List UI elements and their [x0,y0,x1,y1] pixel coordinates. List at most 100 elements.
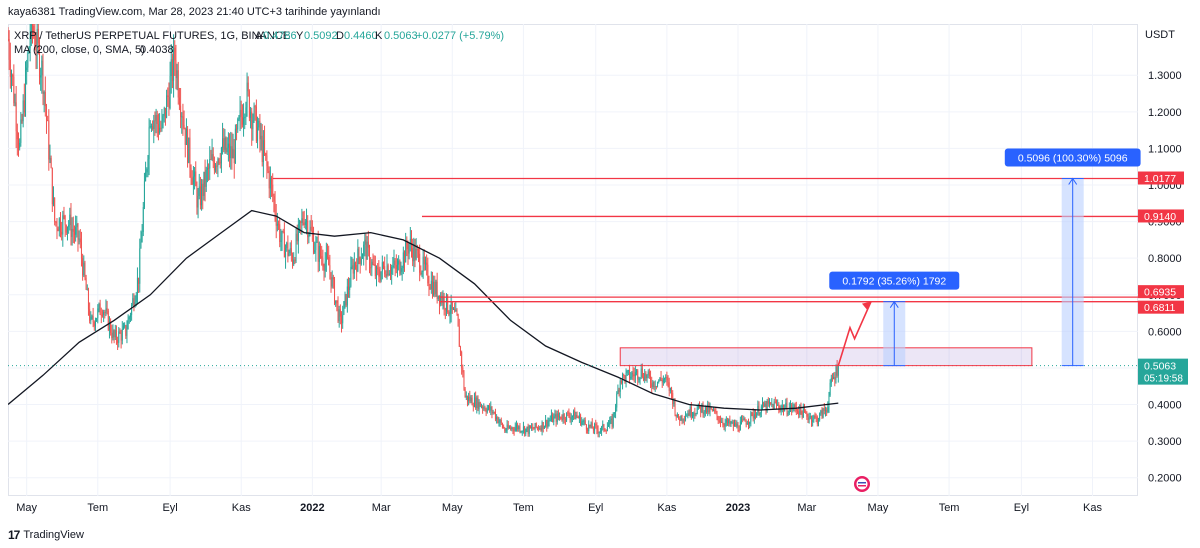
candle-body [535,423,537,428]
candle-body [315,241,317,251]
candle-body [774,401,776,403]
candle-body [135,295,137,302]
candle-body [212,154,214,163]
candle-body [327,252,329,257]
candle-body [791,404,793,411]
candle-body [363,244,365,256]
candle-body [578,415,580,419]
candle-body [706,405,708,413]
candle-body [345,294,347,306]
candle-body [271,177,273,185]
candle-body [101,314,103,316]
candle-body [770,402,772,405]
candle-body [452,308,454,310]
candle-body [513,429,515,431]
candle-body [64,215,66,226]
x-tick-label: Mar [797,502,816,514]
candle-body [157,123,159,133]
candle-body [331,277,333,287]
candle-body [708,404,710,413]
candle-body [398,260,400,265]
candle-body [180,105,182,117]
candle-body [285,247,287,258]
candle-body [154,120,156,122]
candle-body [643,376,645,381]
price-axis[interactable]: 1.30001.20001.10001.00000.90000.80000.70… [1148,70,1182,484]
candle-body [426,262,428,265]
candle-body [448,311,450,315]
candle-body [76,223,78,228]
candle-body [813,415,815,420]
candle-body [459,346,461,353]
grid [8,24,1138,496]
candle-body [795,407,797,411]
candle-body [65,225,67,233]
open-label: A [255,30,263,42]
price-tag [1138,300,1184,314]
candle-body [826,409,828,412]
candle-body [265,153,267,156]
candle-body [264,140,266,154]
candle-body [615,407,617,413]
candle-body [503,427,505,429]
time-axis[interactable]: May Tem Eyl Kas 2022 Mar May Tem Eyl Kas 2023 Mar Ma… [16,502,1102,514]
candle-body [222,138,224,149]
candle-body [595,424,597,426]
candle-body [255,106,257,142]
candle-body [553,416,555,423]
candle-body [139,248,141,284]
candle-body [802,408,804,418]
candle-body [258,120,260,128]
candle-body [337,302,339,321]
close-label: K [375,30,383,42]
candle-body [803,408,805,412]
candle-body [356,264,358,272]
candle-body [471,397,473,406]
candle-body [773,401,775,409]
candle-body [14,102,16,104]
candle-body [827,407,829,412]
candle-body [369,247,371,268]
earnings-badge[interactable] [854,476,870,492]
candle-body [293,259,295,265]
candle-body [573,410,575,416]
candle-body [400,271,402,274]
candle-body [357,248,359,272]
candle-body [666,377,668,381]
candle-body [626,370,628,373]
candle-body [385,274,387,277]
candle-body [267,165,269,171]
candle-body [309,226,311,235]
candle-body [521,430,523,432]
candle-body [226,147,228,152]
candle-body [617,389,619,394]
candle-body [672,393,674,405]
candle-body [106,308,108,311]
candle-body [254,106,256,108]
candle-body [51,167,53,205]
candle-body [433,281,435,296]
candle-body [632,372,634,375]
candle-body [220,148,222,164]
candle-body [279,224,281,242]
candle-body [524,426,526,434]
candle-body [489,405,491,411]
candle-body [365,239,367,260]
candle-body [239,109,241,118]
candle-body [147,159,149,170]
candle-body [794,404,796,408]
candle-body [153,120,155,129]
candle-body [69,214,71,225]
candle-body [493,411,495,413]
candle-body [29,36,31,48]
projection-path [837,301,872,366]
candle-body [431,280,433,296]
candle-body [394,260,396,266]
candle-body [605,430,607,432]
x-tick-label: Eyl [588,502,603,514]
candle-body [24,70,26,113]
candle-body [599,431,601,433]
candle-body [552,414,554,423]
candle-body [814,415,816,417]
